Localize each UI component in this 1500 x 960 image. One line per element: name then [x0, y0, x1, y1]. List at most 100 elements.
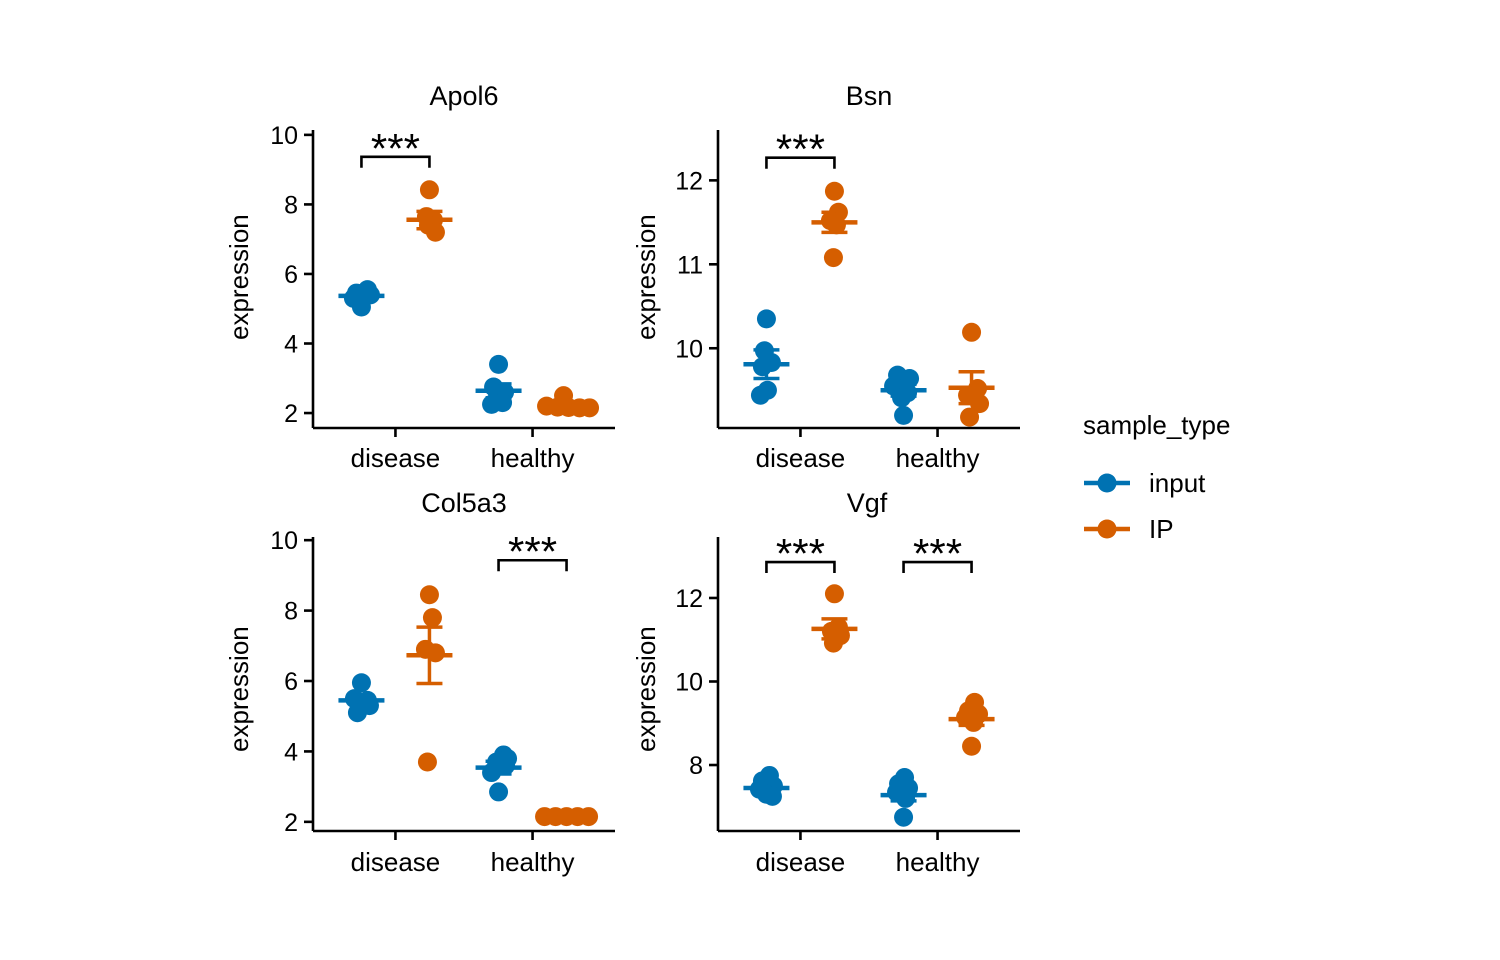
significance-label: *** — [776, 530, 825, 577]
x-category-label: disease — [756, 443, 846, 473]
y-axis-label: expression — [631, 626, 661, 752]
disease-IP-group — [811, 181, 858, 268]
data-point — [347, 703, 367, 723]
data-point — [824, 181, 844, 201]
data-point — [351, 297, 371, 317]
disease-input-group — [743, 309, 790, 405]
panel-title-apol6: Apol6 — [429, 81, 499, 111]
data-point — [489, 354, 509, 374]
y-tick-label: 12 — [675, 167, 703, 195]
y-tick-label: 4 — [284, 331, 298, 359]
y-tick-label: 8 — [284, 191, 298, 219]
y-axis-label: expression — [224, 214, 254, 340]
y-tick-label: 8 — [284, 598, 298, 626]
data-point — [962, 736, 982, 756]
y-tick-label: 2 — [284, 809, 298, 837]
significance-bracket — [765, 560, 836, 574]
y-tick-label: 8 — [689, 752, 703, 780]
significance-bracket — [497, 558, 568, 572]
data-point — [419, 585, 439, 605]
data-point — [894, 405, 914, 425]
data-point — [824, 584, 844, 604]
y-axis-label: expression — [631, 214, 661, 340]
data-point — [826, 215, 846, 235]
disease-IP-group — [406, 585, 453, 772]
panel-apol6: 2 4 6 8 10 disease healthy *** — [270, 122, 615, 473]
panel-vgf: 8 10 12 disease healthy *** *** — [675, 530, 1020, 877]
y-tick-label: 10 — [270, 527, 298, 555]
data-point — [970, 394, 990, 414]
data-point — [964, 712, 984, 732]
data-point — [900, 368, 920, 388]
healthy-IP-group — [537, 386, 600, 418]
healthy-input-group — [475, 354, 522, 414]
data-point — [960, 407, 980, 427]
significance-label: *** — [913, 530, 962, 577]
y-axis-label: expression — [224, 626, 254, 752]
disease-input-group — [338, 280, 385, 317]
legend-item-ip: IP — [1083, 506, 1230, 552]
y-tick-label: 6 — [284, 261, 298, 289]
panel-title-col5a3: Col5a3 — [421, 488, 507, 518]
healthy-input-group — [880, 768, 927, 827]
data-point — [351, 673, 371, 693]
y-tick-label: 11 — [677, 251, 703, 279]
data-point — [482, 394, 502, 414]
y-tick-label: 12 — [675, 585, 703, 613]
y-tick-label: 4 — [284, 738, 298, 766]
legend-key-ip-icon — [1084, 519, 1130, 539]
y-tick-label: 10 — [270, 122, 298, 150]
y-tick-label: 10 — [675, 335, 703, 363]
healthy-input-group — [475, 745, 522, 802]
data-point — [425, 222, 445, 242]
disease-input-group — [743, 765, 790, 806]
legend-item-input: input — [1083, 460, 1230, 506]
significance-label: *** — [371, 125, 420, 172]
x-category-label: healthy — [491, 847, 575, 877]
y-tick-label: 6 — [284, 668, 298, 696]
data-point — [425, 643, 445, 663]
data-point — [580, 398, 600, 418]
x-category-label: healthy — [896, 847, 980, 877]
healthy-IP-group — [535, 807, 599, 827]
legend: sample_type input IP — [1083, 410, 1230, 552]
data-point — [482, 763, 502, 783]
significance-bracket — [902, 560, 973, 574]
y-tick-label: 10 — [675, 668, 703, 696]
panel-bsn: 10 11 12 disease healthy *** — [675, 126, 1020, 473]
legend-label-input: input — [1149, 467, 1206, 498]
legend-title: sample_type — [1083, 410, 1231, 440]
panel-col5a3: 2 4 6 8 10 disease healthy *** — [270, 527, 615, 877]
data-point — [422, 608, 442, 628]
disease-IP-group — [811, 584, 858, 653]
x-category-label: healthy — [896, 443, 980, 473]
data-point — [894, 807, 914, 827]
data-point — [752, 357, 772, 377]
y-tick-label: 2 — [284, 400, 298, 428]
data-point — [762, 786, 782, 806]
data-point — [756, 309, 776, 329]
data-point — [896, 788, 916, 808]
data-point — [823, 248, 843, 268]
data-point — [419, 180, 439, 200]
healthy-IP-group — [948, 692, 995, 756]
significance-bracket — [360, 155, 431, 168]
x-category-label: disease — [351, 443, 441, 473]
healthy-IP-group — [948, 322, 995, 427]
healthy-input-group — [880, 365, 927, 425]
data-point — [962, 322, 982, 342]
x-category-label: disease — [756, 847, 846, 877]
data-point — [579, 807, 599, 827]
panel-title-vgf: Vgf — [846, 488, 888, 518]
data-point — [417, 752, 437, 772]
disease-IP-group — [406, 180, 453, 242]
data-point — [496, 756, 516, 776]
data-point — [489, 782, 509, 802]
x-category-label: healthy — [491, 443, 575, 473]
significance-bracket — [765, 156, 836, 169]
significance-label: *** — [508, 528, 557, 575]
data-point — [750, 385, 770, 405]
data-point — [892, 388, 912, 408]
